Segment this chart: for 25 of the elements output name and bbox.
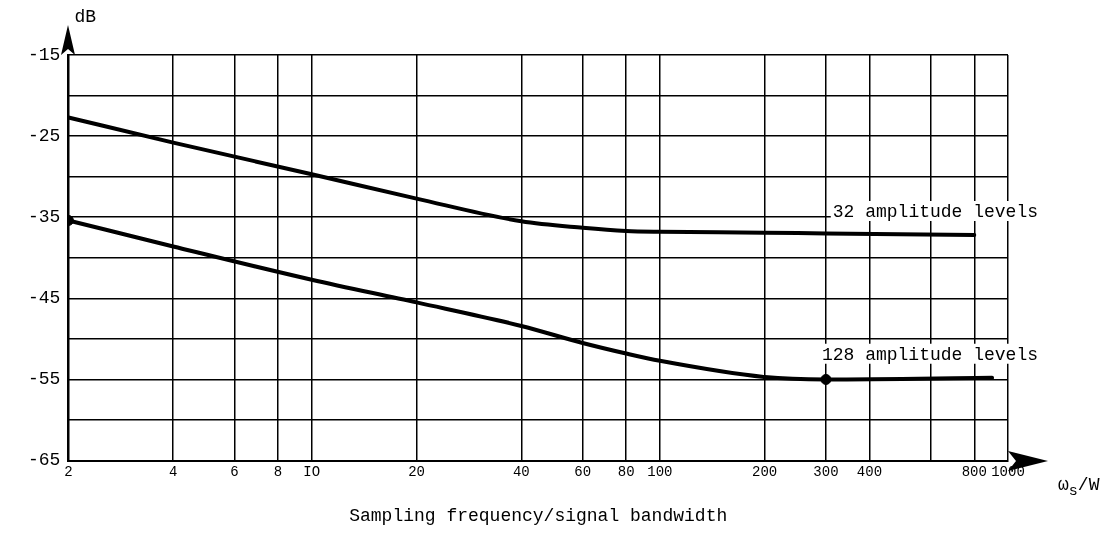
x-tick-label: 6	[230, 463, 239, 480]
y-tick-label: -45	[28, 288, 61, 309]
x-tick-label: 40	[512, 463, 530, 480]
series-label: 32 amplitude levels	[832, 201, 1038, 222]
y-axis-title: dB	[74, 7, 96, 27]
x-tick-label: 300	[813, 463, 839, 480]
x-tick-label: 8	[273, 463, 283, 480]
x-tick-label: 200	[752, 463, 778, 480]
y-tick-label: -15	[28, 44, 61, 65]
y-tick-label: -25	[28, 125, 61, 146]
x-tick-label: IO	[303, 463, 321, 480]
x-tick-label: 2	[64, 463, 73, 480]
x-tick-label: 80	[617, 463, 635, 480]
x-axis-title: Sampling frequency/signal bandwidth	[349, 505, 728, 526]
x-tick-label: 4	[169, 463, 178, 480]
y-tick-label: -65	[28, 450, 61, 471]
y-tick-label: -55	[28, 369, 61, 390]
y-tick-label: -35	[28, 207, 61, 228]
x-tick-label: 800	[961, 463, 987, 480]
x-tick-label: 60	[574, 463, 592, 480]
text: ω$_{s}$/W	[1058, 474, 1100, 500]
x-tick-label: 20	[408, 463, 425, 480]
x-tick-label: 100	[647, 463, 673, 480]
series-label: 128 amplitude levels	[821, 344, 1038, 365]
x-tick-label: 400	[856, 463, 883, 480]
